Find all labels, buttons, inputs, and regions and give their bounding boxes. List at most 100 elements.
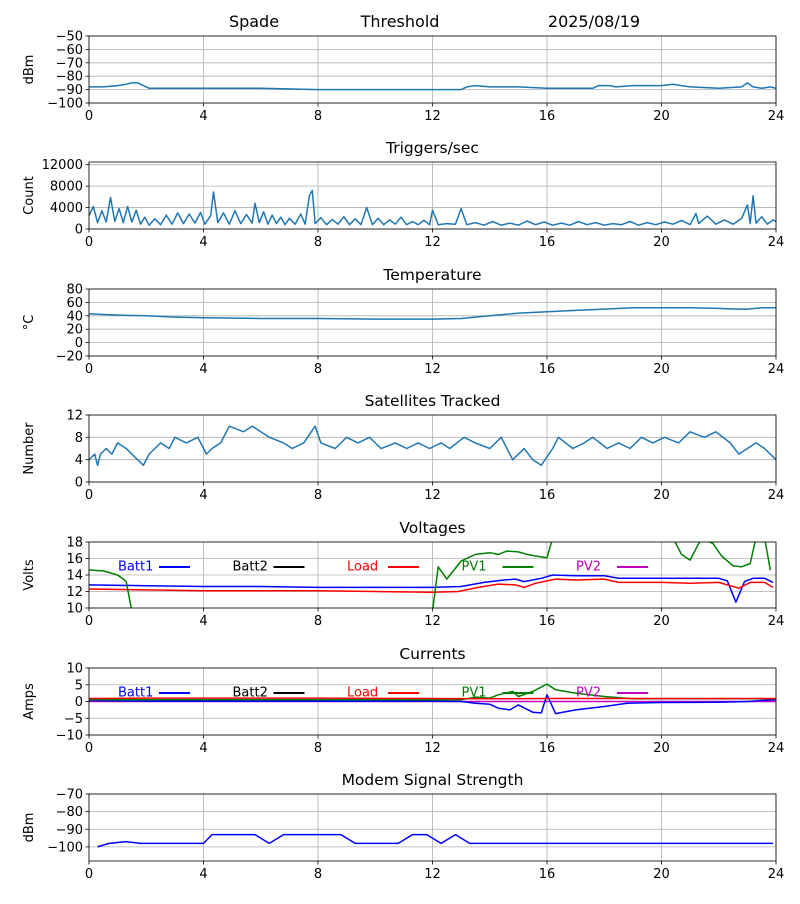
- x-tick-label: 4: [199, 235, 207, 250]
- x-tick-label: 0: [85, 235, 93, 250]
- y-tick-label: −70: [56, 56, 83, 71]
- y-tick-label: 0: [75, 695, 83, 710]
- figure-header: Spade Threshold 2025/08/19: [229, 12, 640, 31]
- legend-label-batt1: Batt1: [118, 686, 153, 701]
- x-tick-label: 16: [539, 362, 556, 377]
- y-tick-label: 16: [66, 552, 83, 567]
- legend-label-pv2: PV2: [576, 686, 601, 701]
- x-tick-label: 16: [539, 109, 556, 124]
- panel-triggers-per-sec: 0 4 8 12 16 20 24 0 4000 8000 12000 Triggers/sec Cou…: [22, 139, 784, 250]
- y-axis-label: Count: [22, 176, 37, 215]
- x-tick-label: 24: [768, 867, 785, 882]
- x-tick-label: 0: [85, 867, 93, 882]
- y-tick-label: 5: [75, 678, 83, 693]
- y-axis-label: Volts: [22, 559, 37, 591]
- y-tick-label: 8000: [50, 180, 83, 195]
- series-line-load: [89, 578, 774, 594]
- x-tick-label: 12: [424, 109, 441, 124]
- y-tick-label: 0: [75, 223, 83, 238]
- y-tick-label: 10: [66, 662, 83, 677]
- x-tick-label: 8: [314, 867, 322, 882]
- x-tick-label: 20: [653, 488, 670, 503]
- y-tick-label: −50: [56, 30, 83, 45]
- x-tick-label: 8: [314, 614, 322, 629]
- x-tick-label: 20: [653, 109, 670, 124]
- series-line: [89, 307, 776, 320]
- x-tick-label: 0: [85, 741, 93, 756]
- y-tick-label: −20: [56, 350, 83, 365]
- y-axis-label: Number: [22, 422, 37, 475]
- x-tick-label: 16: [539, 235, 556, 250]
- y-tick-label: 20: [66, 323, 83, 338]
- panel-modem-signal-strength: 0 4 8 12 16 20 24 −100 −90 −80 −70 Modem Signal Str…: [22, 771, 784, 882]
- legend-label-pv1: PV1: [462, 686, 487, 701]
- legend-label-load: Load: [347, 686, 378, 701]
- x-tick-label: 0: [85, 488, 93, 503]
- y-tick-label: 18: [66, 536, 83, 551]
- x-tick-label: 8: [314, 488, 322, 503]
- x-tick-label: 16: [539, 488, 556, 503]
- x-tick-label: 0: [85, 362, 93, 377]
- x-tick-label: 4: [199, 614, 207, 629]
- legend-label-batt2: Batt2: [233, 686, 268, 701]
- legend-label-batt1: Batt1: [118, 560, 153, 575]
- x-tick-label: 12: [424, 741, 441, 756]
- x-tick-label: 12: [424, 235, 441, 250]
- y-tick-label: 10: [66, 602, 83, 617]
- header-site: Spade: [229, 12, 279, 31]
- series-line: [89, 189, 776, 226]
- x-tick-label: 8: [314, 235, 322, 250]
- y-tick-label: −60: [56, 43, 83, 58]
- x-tick-label: 8: [314, 362, 322, 377]
- series-line: [89, 82, 776, 91]
- y-tick-label: 60: [66, 296, 83, 311]
- y-tick-label: −10: [56, 729, 83, 744]
- legend-label-batt2: Batt2: [233, 560, 268, 575]
- legend-label-pv2: PV2: [576, 560, 601, 575]
- y-tick-label: −90: [56, 823, 83, 838]
- panel-satellites-tracked: 0 4 8 12 16 20 24 0 4 8 12 Satellites Tracked Number: [22, 392, 784, 503]
- x-tick-label: 16: [539, 741, 556, 756]
- x-tick-label: 0: [85, 614, 93, 629]
- y-tick-label: −70: [56, 788, 83, 803]
- y-tick-label: 12: [66, 585, 83, 600]
- y-tick-label: −5: [64, 712, 83, 727]
- y-tick-label: 40: [66, 309, 83, 324]
- header-mode: Threshold: [360, 12, 440, 31]
- x-tick-label: 12: [424, 362, 441, 377]
- header-date: 2025/08/19: [548, 12, 640, 31]
- x-tick-label: 12: [424, 614, 441, 629]
- panel-title: Voltages: [399, 519, 465, 537]
- x-tick-label: 24: [768, 109, 785, 124]
- series-line-pv1: [89, 542, 772, 608]
- x-tick-label: 4: [199, 867, 207, 882]
- y-axis-label: dBm: [22, 55, 37, 85]
- y-tick-label: 8: [75, 431, 83, 446]
- y-axis-label: °C: [22, 315, 37, 331]
- legend-label-load: Load: [347, 560, 378, 575]
- x-tick-label: 24: [768, 741, 785, 756]
- x-tick-label: 24: [768, 614, 785, 629]
- series-line-batt1: [89, 574, 774, 603]
- panel-title: Triggers/sec: [385, 139, 479, 157]
- x-tick-label: 8: [314, 741, 322, 756]
- x-tick-label: 20: [653, 867, 670, 882]
- panel-title: Satellites Tracked: [365, 392, 501, 410]
- x-tick-label: 12: [424, 488, 441, 503]
- y-tick-label: 4: [75, 453, 83, 468]
- x-tick-label: 24: [768, 362, 785, 377]
- x-tick-label: 4: [199, 741, 207, 756]
- x-tick-label: 4: [199, 109, 207, 124]
- y-tick-label: 0: [75, 336, 83, 351]
- x-tick-label: 4: [199, 488, 207, 503]
- y-tick-label: −100: [47, 97, 83, 112]
- y-tick-label: 4000: [50, 201, 83, 216]
- y-tick-label: −100: [47, 840, 83, 855]
- y-tick-label: 80: [66, 283, 83, 298]
- panel-title: Temperature: [382, 266, 481, 284]
- x-tick-label: 24: [768, 235, 785, 250]
